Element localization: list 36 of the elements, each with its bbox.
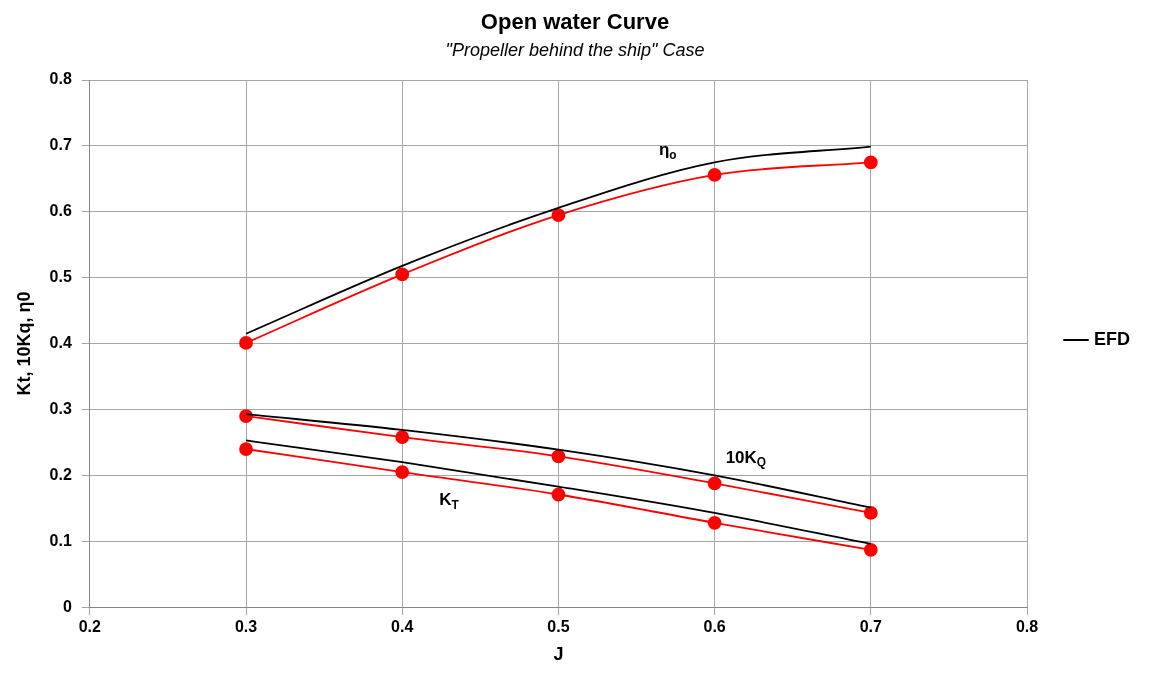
x-tick-label: 0.7 bbox=[859, 618, 883, 636]
point bbox=[395, 267, 410, 282]
chart-title: Open water Curve bbox=[480, 9, 670, 35]
y-axis-title: Kt, 10Kq, η0 bbox=[13, 291, 34, 396]
point bbox=[239, 409, 253, 423]
point bbox=[863, 155, 878, 170]
x-tick-label: 0.3 bbox=[234, 618, 258, 636]
y-tick-label: 0.7 bbox=[49, 136, 72, 154]
point bbox=[551, 449, 566, 464]
x-tick-label: 0.4 bbox=[391, 618, 414, 636]
point bbox=[239, 336, 253, 350]
chart-subtitle: "Propeller behind the ship" Case bbox=[445, 40, 705, 61]
y-tick-label: 0.5 bbox=[49, 268, 72, 286]
point bbox=[707, 168, 722, 182]
x-tick-label: 0.2 bbox=[78, 618, 102, 636]
legend-label: EFD bbox=[1094, 328, 1130, 349]
y-tick-label: 0.2 bbox=[49, 465, 72, 483]
y-tick-label: 0.8 bbox=[49, 70, 72, 88]
point bbox=[395, 465, 410, 480]
y-tick-label: 0 bbox=[62, 597, 72, 615]
y-tick-label: 0.1 bbox=[49, 531, 72, 549]
point bbox=[551, 487, 566, 502]
x-tick-label: 0.5 bbox=[547, 618, 570, 636]
point bbox=[551, 208, 566, 222]
point bbox=[707, 476, 722, 491]
point bbox=[863, 542, 878, 557]
x-axis-title: J bbox=[553, 644, 564, 665]
y-tick-label: 0.6 bbox=[49, 202, 72, 220]
y-tick-label: 0.3 bbox=[49, 399, 72, 417]
point bbox=[395, 430, 410, 445]
x-tick-label: 0.8 bbox=[1015, 618, 1039, 636]
y-tick-label: 0.4 bbox=[49, 334, 72, 352]
point bbox=[863, 506, 878, 520]
point bbox=[239, 442, 253, 456]
x-tick-label: 0.6 bbox=[703, 618, 726, 636]
point bbox=[707, 515, 722, 530]
